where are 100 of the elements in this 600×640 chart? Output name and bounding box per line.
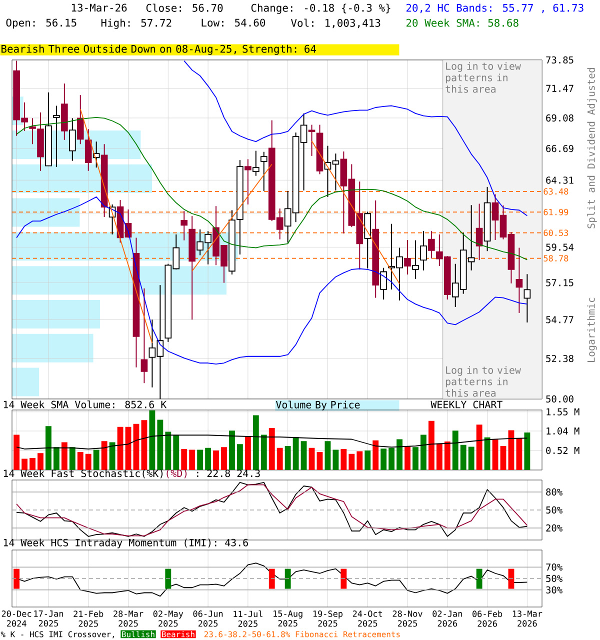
chart-title: 14 Week HCS Intraday Momentum (IMI): 43.6	[4, 538, 248, 548]
bar	[276, 448, 283, 470]
bar	[101, 441, 108, 470]
bar	[356, 451, 363, 470]
x-tick-label: 21-Feb 2025	[74, 610, 104, 627]
chart-title: 14 Week Fast Stochastic	[4, 469, 140, 478]
bar	[53, 447, 60, 470]
text: Log in to view patterns in this area	[446, 366, 521, 397]
bar	[189, 450, 196, 470]
bar	[149, 410, 156, 470]
bar	[117, 426, 124, 470]
bar	[324, 441, 331, 470]
annotation: : 22.8	[197, 470, 230, 478]
x-tick-label: 02-Jan 2026	[432, 610, 462, 627]
annotation: 24.3	[237, 470, 260, 478]
y-tick-label: 50.00	[546, 395, 574, 403]
y-tick-label: 70%	[546, 564, 562, 571]
text: Logarithmic	[587, 298, 597, 362]
bar	[436, 443, 442, 470]
candlestick	[76, 94, 84, 145]
bar	[308, 448, 315, 470]
bar	[452, 430, 458, 470]
x-tick-label: 11-Jul 2025	[234, 610, 262, 627]
x-tick-label: 28-Mar 2025	[114, 610, 144, 627]
bar	[428, 420, 434, 470]
y-tick-label: 71.47	[546, 84, 574, 92]
ref-line-label: 60.53	[544, 230, 568, 236]
bar	[157, 420, 164, 470]
bar	[77, 452, 84, 470]
y-tick-label: 73.85	[546, 56, 574, 64]
bar	[12, 334, 94, 362]
ref-line-label: 58.78	[544, 255, 568, 262]
candlestick	[476, 203, 483, 261]
candlestick	[380, 267, 387, 300]
candlestick	[92, 141, 100, 168]
candlestick	[260, 151, 268, 192]
bar	[141, 420, 148, 470]
ref-line-label: 63.48	[544, 188, 568, 195]
x-tick-label: 20-Dec 2024	[2, 610, 32, 627]
x-tick-label: 17-Jan 2025	[34, 610, 64, 627]
candlestick	[420, 230, 427, 271]
candlestick	[53, 105, 60, 168]
candlestick	[308, 124, 316, 156]
y-tick-label: 50%	[546, 506, 562, 514]
bar	[173, 435, 180, 470]
ref-line-label: 61.99	[544, 208, 568, 216]
bar	[61, 442, 68, 470]
y-tick-label: 20%	[546, 524, 562, 532]
bar	[468, 446, 474, 470]
bar	[404, 446, 410, 470]
bar	[244, 436, 251, 470]
bar	[268, 428, 275, 470]
x-tick-label: 19-Sep 2025	[313, 610, 342, 627]
bar	[236, 444, 243, 470]
y-tick-label: 0.52 M	[546, 446, 580, 454]
text: Low: 54.60	[202, 18, 266, 27]
bar	[420, 434, 426, 470]
bar	[508, 430, 514, 470]
text: High: 57.72	[101, 18, 172, 29]
text: Volume By Price	[276, 400, 360, 410]
bar	[109, 442, 116, 470]
bar	[284, 446, 291, 470]
bar	[181, 448, 188, 470]
text: 20,2 HC Bands: 55.77 , 61.73	[406, 4, 584, 14]
band-label: Log in to view patterns in this area	[446, 62, 521, 93]
y-tick-label: 1.04 M	[546, 427, 580, 435]
bar	[348, 454, 355, 470]
line-series	[16, 117, 528, 260]
bar	[388, 448, 395, 470]
y-tick-label: 54.77	[546, 316, 574, 324]
bar	[12, 368, 40, 396]
y-tick-label: 50%	[546, 574, 562, 582]
text: WEEKLY CHART	[430, 400, 502, 408]
bar	[372, 440, 379, 470]
bar	[492, 440, 498, 470]
x-tick-label: 13-Mar 2026	[512, 610, 542, 627]
bar	[524, 432, 530, 470]
x-tick-label: 06-Feb 2026	[472, 610, 502, 627]
bar	[260, 434, 267, 470]
text: (%D)	[166, 469, 187, 478]
candlestick	[244, 158, 252, 205]
bar	[229, 430, 235, 470]
chart-title: 14 Week SMA Volume: 852.6 K	[4, 400, 167, 408]
candlestick	[516, 247, 523, 314]
bar	[22, 458, 28, 470]
candlestick	[404, 240, 411, 275]
bar	[332, 450, 339, 470]
bar	[516, 438, 522, 470]
bar	[133, 424, 140, 470]
y-tick-label: 1.55 M	[546, 408, 580, 416]
bar	[221, 447, 227, 470]
bar	[396, 439, 402, 470]
bar	[165, 432, 172, 470]
bar	[300, 441, 307, 470]
y-tick-label: 64.31	[546, 176, 574, 184]
text: 20 Week SMA: 58.68	[406, 18, 518, 27]
candlestick	[524, 274, 531, 323]
bar	[500, 446, 506, 470]
line-series	[184, 60, 528, 216]
bar	[46, 426, 52, 470]
